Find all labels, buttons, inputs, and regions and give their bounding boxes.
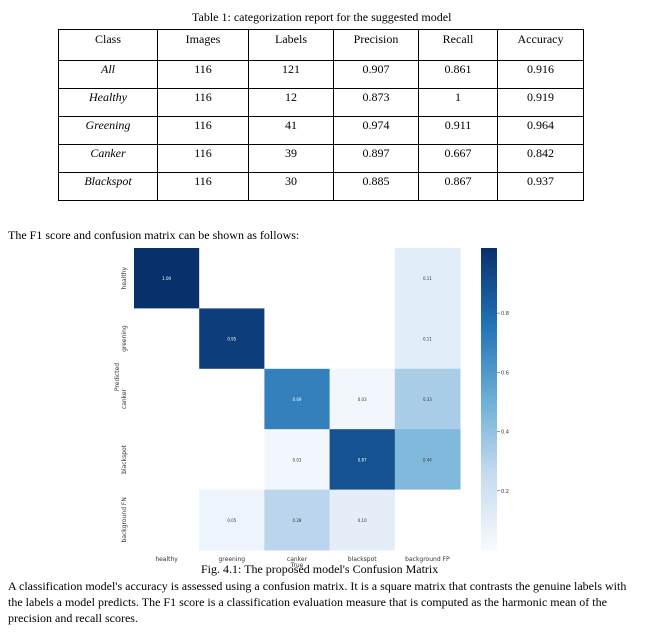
heatmap-cell <box>134 489 200 551</box>
table-cell: 0.873 <box>333 88 419 117</box>
table-cell: 116 <box>157 144 249 173</box>
x-tick-label: greening <box>218 556 245 563</box>
heatmap-cell <box>394 308 461 370</box>
heatmap-cell <box>199 489 265 551</box>
table-cell: 116 <box>157 172 249 201</box>
heatmap-cell <box>329 368 396 430</box>
body-paragraph: A classification model's accuracy is ass… <box>8 579 627 625</box>
figure-caption: Fig. 4.1: The proposed model's Confusion… <box>201 562 439 576</box>
heatmap-cell <box>199 368 265 430</box>
heatmap-cell <box>264 248 331 309</box>
y-axis-title: Predicted <box>114 363 121 391</box>
y-tick-label: background FN <box>121 497 128 542</box>
heatmap-cell <box>134 248 200 309</box>
heatmap-cell <box>264 489 331 551</box>
colorbar-tick-label: 0.2 <box>501 489 509 495</box>
heatmap-cell <box>264 308 331 370</box>
heatmap-cell <box>329 248 396 309</box>
table-header-cell: Class <box>58 29 158 61</box>
cell-value-label: 0.33 <box>423 397 432 402</box>
heatmap-cell <box>264 368 331 430</box>
cell-value-label: 0.44 <box>423 457 432 462</box>
cell-value-label: 0.95 <box>227 337 236 342</box>
heatmap-cell <box>394 489 461 551</box>
table-header-cell: Images <box>157 29 249 61</box>
table-header-row: Class Images Labels Precision Recall Acc… <box>58 29 584 61</box>
table-header-cell: Precision <box>333 29 419 61</box>
table-cell: 116 <box>157 60 249 89</box>
colorbar <box>481 248 497 550</box>
cell-value-label: 0.69 <box>293 397 302 402</box>
heatmap-cell <box>329 308 396 370</box>
cell-value-label: 0.10 <box>358 518 367 523</box>
cell-value-label: 0.03 <box>293 457 302 462</box>
heatmap-cell <box>329 489 396 551</box>
table-cell: 0.916 <box>497 60 584 89</box>
report-table: Class Images Labels Precision Recall Acc… <box>58 29 584 201</box>
table-cell: 30 <box>248 172 334 201</box>
x-tick-label: canker <box>287 556 308 563</box>
table-cell: 0.885 <box>333 172 419 201</box>
cell-value-label: 0.28 <box>293 518 302 523</box>
x-tick-label: blackspot <box>348 556 378 563</box>
table-cell: 0.964 <box>497 116 584 145</box>
colorbar-tick-label: 0.6 <box>501 370 509 376</box>
table-cell: 0.974 <box>333 116 419 145</box>
heatmap-cell <box>199 429 265 491</box>
colorbar-tick-label: 0.8 <box>501 311 509 317</box>
table-cell: 39 <box>248 144 334 173</box>
heatmap-cell <box>394 368 461 430</box>
table-cell: 116 <box>157 88 249 117</box>
table-caption: Table 1: categorization report for the s… <box>192 10 452 24</box>
x-tick-label: healthy <box>155 556 178 563</box>
table-cell: 0.907 <box>333 60 419 89</box>
table-row: Blackspot 116 30 0.885 0.867 0.937 <box>58 172 584 201</box>
colorbar-tick-label: 0.4 <box>501 430 509 436</box>
x-tick-label: background FP <box>405 556 450 563</box>
cell-value-label: 0.11 <box>423 337 432 342</box>
y-tick-label: healthy <box>121 266 128 289</box>
heatmap-cell <box>134 368 200 430</box>
heatmap-cell <box>134 308 200 370</box>
y-tick-label: canker <box>121 388 128 409</box>
heatmap-cell <box>264 429 331 491</box>
class-cell: All <box>58 60 158 89</box>
class-cell: Blackspot <box>58 172 158 201</box>
cell-value-label: 1.00 <box>162 276 171 281</box>
heatmap-cell <box>329 429 396 491</box>
intro-text: The F1 score and confusion matrix can be… <box>8 228 300 242</box>
heatmap-cell <box>199 248 265 309</box>
table-row: Greening 116 41 0.974 0.911 0.964 <box>58 116 584 145</box>
heatmap-cell <box>199 308 265 370</box>
heatmap-cell <box>134 429 200 491</box>
y-tick-label: blackspot <box>121 444 128 474</box>
heatmap-cell <box>394 429 461 491</box>
class-cell: Greening <box>58 116 158 145</box>
cell-value-label: 0.11 <box>423 276 432 281</box>
y-tick-label: greening <box>121 325 128 352</box>
cell-value-label: 0.87 <box>358 457 367 462</box>
table-cell: 0.937 <box>497 172 584 201</box>
table-row: Canker 116 39 0.897 0.667 0.842 <box>58 144 584 173</box>
heatmap-cell <box>394 248 461 309</box>
cell-value-label: 0.03 <box>358 397 367 402</box>
x-axis-title: True <box>290 562 304 569</box>
table-header-cell: Labels <box>248 29 334 61</box>
cell-value-label: 0.05 <box>227 518 236 523</box>
table-cell: 0.911 <box>418 116 498 145</box>
table-cell: 0.861 <box>418 60 498 89</box>
